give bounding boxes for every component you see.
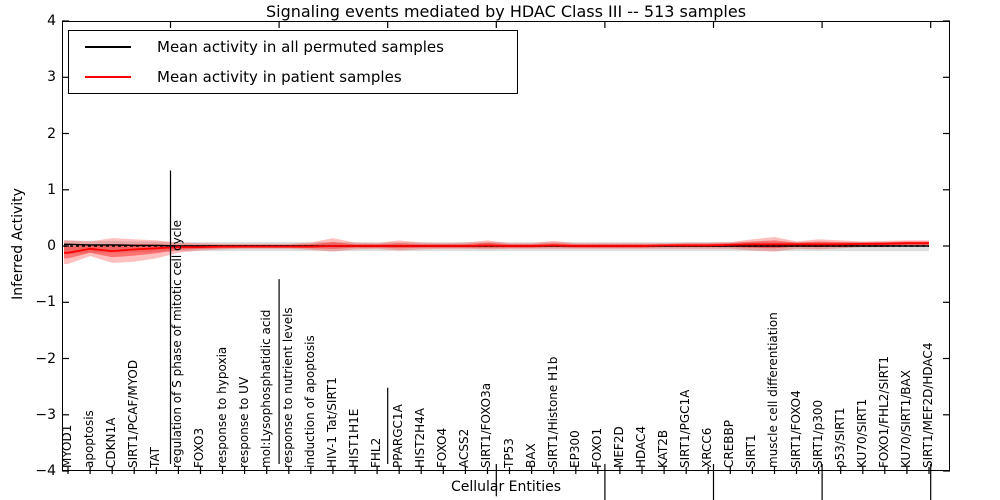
plot-border	[62, 21, 950, 471]
x-tick-label: TP53	[501, 438, 516, 468]
patient-line-swatch	[85, 76, 131, 78]
permuted-line-swatch	[85, 46, 131, 48]
x-tick-label: HDAC4	[634, 425, 648, 468]
x-tick-label: SIRT1/FOXO4	[788, 390, 803, 468]
x-tick-label: SIRT1/PGC1A	[678, 389, 693, 468]
legend-item-permuted: Mean activity in all permuted samples	[69, 33, 517, 61]
x-tick-label: CREBBP	[722, 420, 737, 468]
y-tick-label: 0	[47, 238, 56, 254]
x-axis-label: Cellular Entities	[450, 479, 562, 495]
x-tick-label: FOXO1/FHL2/SIRT1	[876, 355, 891, 468]
x-tick-label: FOXO4	[435, 427, 450, 468]
x-tick-label: SIRT1	[744, 434, 759, 468]
x-tick-label: FHL2	[369, 437, 384, 468]
x-tick-label: regulation of S phase of mitotic cell cy…	[170, 220, 185, 468]
x-tick-label: MYOD1	[60, 424, 74, 468]
x-tick-label: induction of apoptosis	[302, 335, 317, 468]
x-tick-label: apoptosis	[82, 410, 97, 468]
x-tick-label: HIST2H4A	[413, 407, 428, 468]
legend-label: Mean activity in all permuted samples	[157, 38, 444, 56]
x-tick-label: muscle cell differentiation	[766, 312, 781, 468]
x-tick-label: CDKN1A	[104, 417, 119, 468]
legend: Mean activity in all permuted samples Me…	[68, 30, 518, 94]
x-tick-label: response to nutrient levels	[280, 307, 295, 468]
x-tick-label: SIRT1/Histone H1b	[545, 356, 560, 468]
y-tick-label: −2	[35, 350, 56, 367]
y-tick-label: −3	[35, 406, 56, 423]
y-tick-label: −4	[35, 463, 56, 479]
x-tick-label: SIRT1/MEF2D/HDAC4	[921, 342, 935, 468]
x-tick-label: FOXO1	[589, 427, 604, 468]
y-tick-label: 4	[47, 13, 56, 29]
x-tick-label: KU70/SIRT1	[854, 398, 869, 468]
x-tick-label: response to UV	[236, 376, 251, 468]
x-tick-label: SIRT1/PCAF/MYOD	[126, 359, 141, 468]
x-tick-label: HIST1H1E	[347, 408, 361, 468]
chart-title: Signaling events mediated by HDAC Class …	[265, 2, 747, 21]
legend-item-patient: Mean activity in patient samples	[69, 63, 517, 91]
x-tick-label: SIRT1/p300	[810, 399, 825, 468]
legend-label: Mean activity in patient samples	[157, 68, 402, 86]
y-tick-label: −1	[35, 294, 56, 311]
x-tick-label: KU70/SIRT1/BAX	[898, 370, 913, 468]
x-tick-label: FOXO3	[192, 427, 207, 468]
x-tick-label: p53/SIRT1	[832, 407, 847, 468]
x-tick-label: PPARGC1A	[391, 404, 406, 468]
x-tick-label: SIRT1/FOXO3a	[479, 382, 494, 468]
x-tick-label: XRCC6	[700, 427, 715, 468]
x-tick-label: ACSS2	[457, 428, 472, 468]
series-lines	[64, 242, 929, 254]
y-tick-label: 2	[47, 125, 56, 142]
x-tick-label: KAT2B	[656, 429, 671, 468]
y-tick-label: 1	[47, 181, 56, 198]
x-tick-label: mol:Lysophosphatidic acid	[258, 309, 273, 468]
x-tick-label: MEF2D	[611, 426, 626, 468]
x-tick-label: BAX	[523, 443, 538, 468]
x-tick-label: TAT	[148, 446, 163, 468]
x-tick-label: EP300	[567, 430, 582, 468]
x-tick-label: HIV-1 Tat/SIRT1	[324, 377, 339, 468]
x-tick-label: response to hypoxia	[214, 346, 229, 468]
y-tick-label: 3	[47, 69, 56, 86]
